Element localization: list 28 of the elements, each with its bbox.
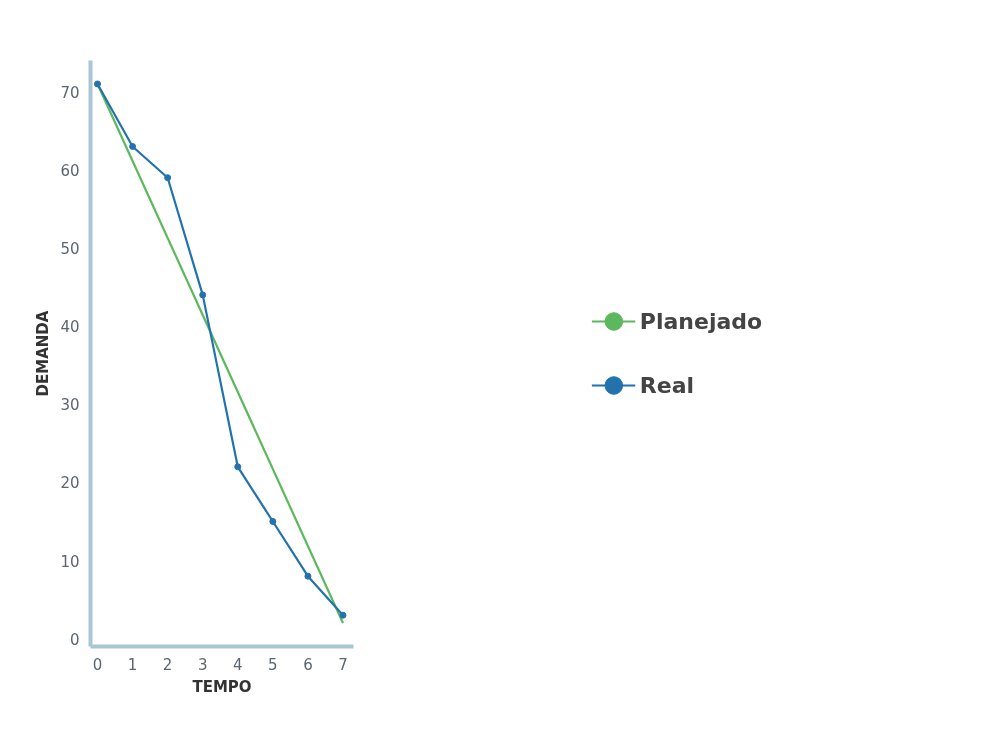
legend-label: Planejado [639, 308, 763, 334]
y-tick-label: 70 [60, 83, 80, 102]
y-tick-label: 40 [60, 318, 80, 337]
point [164, 174, 172, 182]
x-tick-label: 5 [268, 655, 278, 674]
point [304, 572, 312, 580]
y-tick-label: 60 [60, 161, 80, 180]
y-tick-label: 30 [60, 396, 80, 415]
y-axis-title: DEMANDA [34, 310, 53, 397]
y-tick-label: 0 [69, 630, 80, 649]
x-tick-label: 2 [162, 655, 173, 674]
x-tick-label: 0 [92, 655, 103, 674]
y-tick-label: 20 [60, 474, 80, 493]
point [234, 463, 242, 471]
point [339, 611, 347, 619]
y-tick-label: 50 [60, 240, 80, 259]
point [199, 291, 207, 299]
point [94, 80, 102, 88]
x-tick-label: 3 [197, 655, 208, 674]
y-tick-label: 10 [60, 552, 80, 571]
x-tick-label: 7 [338, 655, 348, 674]
legend-label: Real [639, 372, 695, 398]
point [269, 517, 277, 525]
x-tick-label: 6 [303, 655, 313, 674]
x-tick-label: 1 [127, 655, 138, 674]
x-axis-title: TEMPO [192, 677, 252, 696]
point [129, 142, 137, 150]
x-tick-label: 4 [233, 655, 243, 674]
